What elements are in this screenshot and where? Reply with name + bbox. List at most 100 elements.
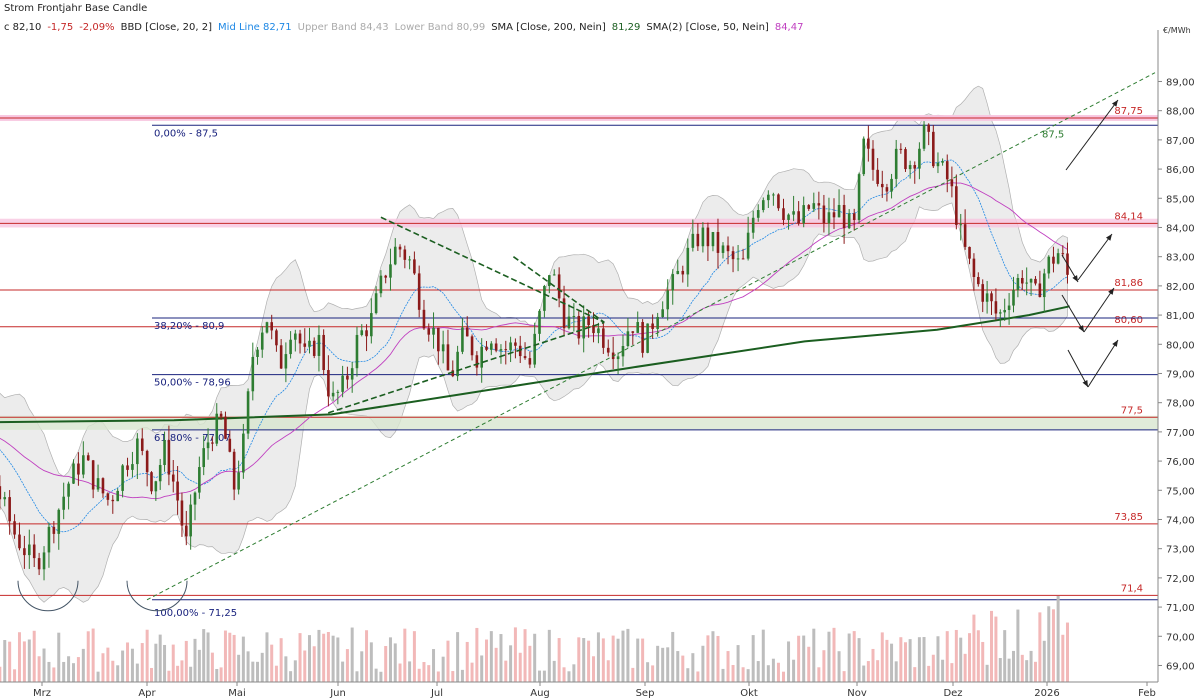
candle-body [308,340,311,347]
candle-body [389,264,392,278]
candle-body [802,205,805,224]
volume-bar [903,642,907,682]
candle-body [918,148,921,169]
volume-bar [412,631,416,682]
volume-bar [365,630,369,682]
candle-body [365,330,368,337]
candle-body [721,245,725,253]
candle-body [711,232,715,247]
sma200-label[interactable]: SMA [Close, 200, Nein] [491,22,606,33]
volume-bar [913,667,917,682]
volume-bar [781,671,785,682]
candle-body [432,327,435,335]
volume-bar [567,671,571,682]
volume-bar [822,650,826,682]
fib-label: 100,00% - 71,25 [154,608,237,619]
volume-bar [972,614,976,682]
candle-body [761,200,765,211]
volume-bar [1007,658,1011,682]
volume-bar [945,631,949,682]
candle-body [298,333,302,344]
volume-bar [998,658,1002,682]
volume-bar [1020,654,1024,682]
candle-body [837,204,841,218]
candle-body [999,312,1002,314]
bbd-label[interactable]: BBD [Close, 20, 2] [120,22,213,33]
candle-body [621,346,625,357]
volume-bar [374,668,378,682]
candle-body [972,258,976,277]
volume-bar [626,628,630,682]
candle-body [398,246,402,250]
candles [0,121,1069,581]
time-axis: Mrz Apr Mai Jun Jul Aug Sep Okt Nov Dez 2026 Feb [0,681,1158,699]
uptrend-line [146,72,1156,601]
candle-body [533,333,536,365]
x-tick-label: Jun [329,688,346,699]
volume-bar [792,659,796,682]
y-tick-label: 77,00 [1166,428,1195,439]
candle-body [1038,283,1042,298]
candle-body [446,344,450,371]
volume-bar [398,663,402,682]
candle-body [154,481,158,492]
volume-bar [232,634,236,682]
candle-body [582,316,585,339]
volume-bar [86,631,90,682]
candle-body [289,339,292,355]
volume-bar [577,637,581,682]
volume-bar [184,640,188,682]
candle-body [945,161,949,180]
volume-bar [756,661,760,682]
volume-bar [592,656,596,682]
volume-bar [1025,660,1029,682]
volume-bar [106,647,110,682]
volume-bar [210,652,214,682]
candle-body [876,169,879,184]
candle-body [451,370,455,377]
candle-body [538,310,541,334]
y-tick-label: 87,00 [1166,136,1195,147]
y-tick-label: 78,00 [1166,399,1195,410]
volume-bar [384,646,388,682]
volume-bar [427,665,431,682]
candle-body [955,186,958,225]
volume-bar [494,647,498,682]
volume-bar [572,664,576,682]
sma50-label[interactable]: SMA(2) [Close, 50, Nein] [646,22,769,33]
volume-bar [460,669,464,682]
y-tick-label: 89,00 [1166,77,1195,88]
volume-bar [1033,661,1037,682]
volume-bar [621,630,625,682]
candle-body [384,275,387,278]
candle-body [251,356,255,392]
candle-body [746,232,750,259]
candle-body [42,552,46,570]
candle-body [857,174,861,220]
volume-bar [317,629,321,682]
candle-body [237,472,240,490]
volume-bar [917,637,921,682]
volume-bar [140,643,144,682]
volume-bar [32,630,36,682]
volume-bar [206,632,210,682]
volume-bar [163,644,167,682]
candle-body [18,534,21,549]
candle-body [985,293,989,302]
candle-body [246,391,250,434]
arrow-up-2 [1077,233,1113,281]
candle-body [528,358,532,365]
candle-body [842,204,846,229]
volume-bar [927,665,931,682]
candle-body [145,450,149,473]
volume-bar [908,639,912,682]
candle-body [441,344,445,352]
volume-bar [270,644,274,682]
volume-bar [1016,609,1020,682]
candle-body [1052,256,1055,264]
trendline-label: 87,5 [1042,129,1064,140]
candle-body [606,347,610,353]
candle-body [1016,277,1020,291]
volume-bar [101,653,105,682]
